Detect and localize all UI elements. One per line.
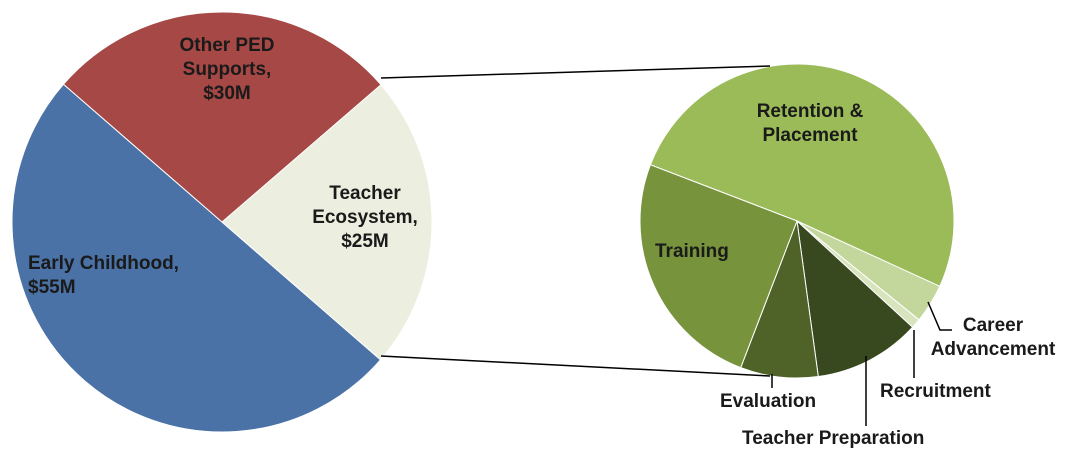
slice-label: Recruitment xyxy=(880,381,991,402)
pie-slice xyxy=(221,84,433,361)
category: Teacher Ecosystem, xyxy=(312,183,418,228)
pie-slice xyxy=(62,11,382,223)
slice-label: Teacher Ecosystem, $25M xyxy=(300,182,430,254)
slice-label: Evaluation xyxy=(720,391,817,412)
pie-slice xyxy=(796,219,914,378)
value-label: $30M xyxy=(203,83,251,104)
value-label: $25M xyxy=(341,231,389,252)
leader-line xyxy=(927,301,952,331)
connector xyxy=(380,65,771,79)
category: Early Childhood, xyxy=(28,253,179,274)
slice-label: Career Advancement xyxy=(930,315,1056,360)
value-label: $55M xyxy=(28,277,76,298)
pie-slice xyxy=(639,164,798,369)
slice-label: Teacher Preparation xyxy=(742,428,925,449)
pie-slice xyxy=(649,63,955,288)
category: Other PED Supports, xyxy=(179,35,275,80)
pie-slice xyxy=(11,83,382,433)
slice-label: Early Childhood, $55M xyxy=(28,252,208,300)
slice-label: Retention & Placement xyxy=(756,101,864,146)
slices xyxy=(11,11,955,433)
slice-label: Other PED Supports, $30M xyxy=(152,34,302,106)
slice-label: Training xyxy=(655,241,729,262)
connector xyxy=(380,355,771,377)
